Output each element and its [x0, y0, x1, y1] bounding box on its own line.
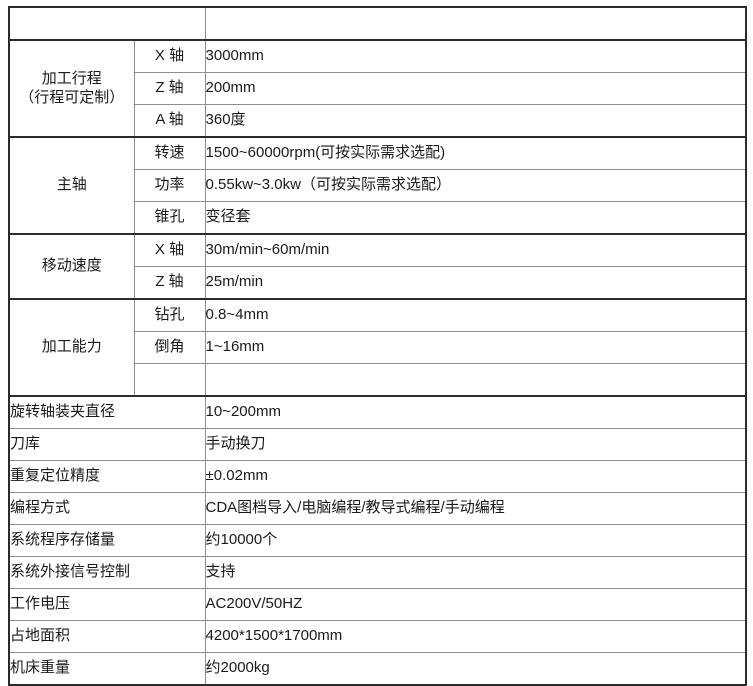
table-row: 主轴 转速 1500~60000rpm(可按实际需求选配) [8, 136, 748, 235]
spec-value: 360度 [204, 104, 748, 138]
spec-label: 旋转轴装夹直径 [8, 395, 206, 429]
spec-label: 占地面积 [8, 620, 206, 653]
table-row: 倒角 1~16mm [9, 331, 748, 364]
spec-label: 系统外接信号控制 [8, 556, 206, 589]
sub-label: X 轴 [133, 233, 206, 267]
table-row: Z 轴 200mm [9, 72, 748, 105]
spec-value: CDA图档导入/电脑编程/教导式编程/手动编程 [204, 492, 748, 525]
table-row [9, 363, 748, 397]
header-model-value: DNC-3003HD(R)1 [204, 6, 748, 41]
spec-value: 3000mm [204, 39, 748, 73]
sub-label: 转速 [133, 136, 206, 170]
spec-value: 1500~60000rpm(可按实际需求选配) [204, 136, 748, 170]
spec-value: 30m/min~60m/min [204, 233, 748, 267]
table-row: A 轴 360度 [9, 104, 748, 138]
spec-value [204, 363, 748, 397]
table-row: 编程方式 CDA图档导入/电脑编程/教导式编程/手动编程 [8, 492, 748, 525]
group-label-line2: （行程可定制） [19, 88, 125, 106]
group-label-line1: 加工行程 [41, 69, 102, 87]
table-row: 加工能力 钻孔 0.8~4mm [8, 298, 748, 397]
table-row: 旋转轴装夹直径 10~200mm [8, 395, 748, 429]
table-row: 系统外接信号控制 支持 [8, 556, 748, 589]
sub-label: Z 轴 [133, 72, 206, 105]
header-model-label: 型号 [8, 6, 206, 41]
group-label-line1: 主轴 [56, 176, 87, 194]
table-row: 锥孔 变径套 [9, 201, 748, 235]
spec-value: 支持 [204, 556, 748, 589]
spec-label: 编程方式 [8, 492, 206, 525]
table-row: 工作电压 AC200V/50HZ [8, 588, 748, 621]
spec-value: 200mm [204, 72, 748, 105]
spec-label: 重复定位精度 [8, 460, 206, 493]
sub-label: 功率 [133, 169, 206, 202]
sub-label [133, 363, 206, 397]
group-label-line1: 加工能力 [41, 338, 102, 356]
table-row: 功率 0.55kw~3.0kw（可按实际需求选配） [9, 169, 748, 202]
spec-label: 工作电压 [8, 588, 206, 621]
table-row: Z 轴 25m/min [9, 266, 748, 300]
table-row: 系统程序存储量 约10000个 [8, 524, 748, 557]
spec-value: 10~200mm [204, 395, 748, 429]
table-row: 占地面积 4200*1500*1700mm [8, 620, 748, 653]
table-row: 加工行程 （行程可定制） X 轴 3000mm [8, 39, 748, 138]
table-row: 刀库 手动换刀 [8, 428, 748, 461]
spec-value: 约10000个 [204, 524, 748, 557]
spec-value: 1~16mm [204, 331, 748, 364]
spec-label: 刀库 [8, 428, 206, 461]
group-label-1: 加工行程 （行程可定制） [8, 39, 135, 138]
spec-label: 系统程序存储量 [8, 524, 206, 557]
spec-value: 25m/min [204, 266, 748, 300]
spec-label: 机床重量 [8, 652, 206, 686]
table-header-row: 型号 DNC-3003HD(R)1 [8, 6, 748, 41]
spec-value: 0.55kw~3.0kw（可按实际需求选配） [204, 169, 748, 202]
group-label-2: 主轴 [8, 136, 135, 235]
table-row: 移动速度 X 轴 30m/min~60m/min [8, 233, 748, 300]
sub-label: X 轴 [133, 39, 206, 73]
spec-value: 0.8~4mm [204, 298, 748, 332]
spec-value: AC200V/50HZ [204, 588, 748, 621]
sub-label: A 轴 [133, 104, 206, 138]
sub-label: Z 轴 [133, 266, 206, 300]
spec-value: 约2000kg [204, 652, 748, 686]
group-label-3: 移动速度 [8, 233, 135, 300]
group-label-line1: 移动速度 [41, 257, 102, 275]
sub-label: 锥孔 [133, 201, 206, 235]
table-row: 重复定位精度 ±0.02mm [8, 460, 748, 493]
spec-value: 变径套 [204, 201, 748, 235]
table-row: 机床重量 约2000kg [8, 652, 748, 686]
sub-label: 倒角 [133, 331, 206, 364]
spec-value: 4200*1500*1700mm [204, 620, 748, 653]
sub-label: 钻孔 [133, 298, 206, 332]
spec-value: ±0.02mm [204, 460, 748, 493]
group-label-4: 加工能力 [8, 298, 135, 397]
spec-value: 手动换刀 [204, 428, 748, 461]
